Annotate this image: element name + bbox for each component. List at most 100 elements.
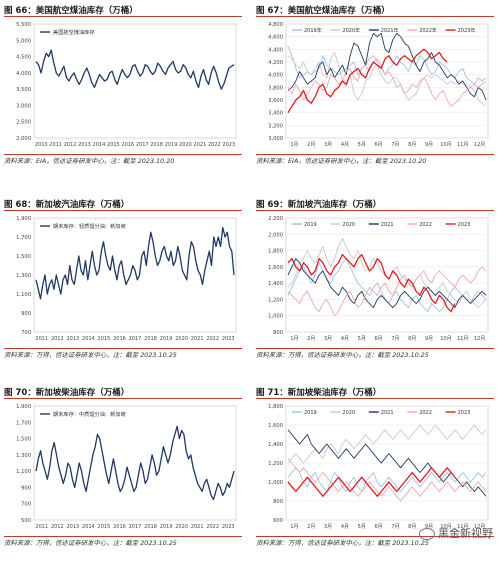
x-tick-label: 2011 [35,524,48,530]
y-tick-label: 4,500 [16,55,31,61]
x-tick-label: 2017 [129,524,142,530]
legend-label: 2022 [419,222,432,228]
chart-source: 资料来源：万得，信达证券研发中心，注：截至 2023.10.25 [256,351,429,359]
y-tick-label: 800 [273,499,283,505]
x-tick-label: 2021 [191,336,204,342]
y-tick-label: 4,600 [268,35,283,41]
legend-label: 2020年 [342,27,360,34]
plot-frame [33,217,237,333]
x-tick-label: 2011 [49,142,62,148]
x-tick-label: 10月 [440,142,451,148]
x-tick-label: 6月 [374,336,382,342]
x-tick-label: 2019 [165,142,178,148]
x-tick-label: 1月 [290,336,298,342]
y-tick-label: 4,000 [268,73,283,79]
chart-title: 图 66：美国航空煤油库存（万桶） [4,6,138,16]
chart-panel: 图 66：美国航空煤油库存（万桶） 2,000 2,500 3,000 3,500 4,… [4,4,242,184]
y-tick-label: 1,300 [16,273,31,279]
legend-label: 2022 [419,410,432,416]
x-tick-label: 6月 [374,142,382,148]
x-tick-label: 2017 [129,336,142,342]
chart-title: 图 70：新加坡柴油库存（万桶） [4,388,130,398]
x-tick-label: 1月 [290,524,298,530]
y-tick-label: 4,800 [268,22,283,28]
y-tick-label: 900 [21,311,31,317]
chart-panel: 图 71：新加坡柴油库存（万桶） 600 800 1,000 1,200 1,400 1,… [256,386,494,566]
y-tick-label: 2,500 [16,120,31,126]
x-tick-label: 7月 [391,142,399,148]
x-tick-label: 2023 [222,524,235,530]
x-tick-label: 2018 [144,524,157,530]
x-tick-label: 2月 [307,142,315,148]
y-tick-label: 1,900 [16,404,31,410]
x-tick-label: 2020 [175,336,188,342]
x-tick-label: 2018 [150,142,163,148]
series-line [35,425,235,501]
legend-label: 2019 [304,222,317,228]
x-tick-label: 2020 [179,142,192,148]
legend-label: 2023年 [458,27,476,34]
y-tick-label: 1,100 [16,292,31,298]
y-tick-label: 1,800 [268,249,283,255]
x-tick-label: 6月 [374,524,382,530]
x-tick-label: 7月 [391,336,399,342]
x-tick-label: 2月 [307,524,315,530]
y-tick-label: 1,500 [16,254,31,260]
y-tick-label: 1,100 [16,469,31,475]
x-tick-label: 2014 [82,524,95,530]
series-line [35,49,235,90]
legend-label: 2019年 [304,27,322,34]
source-divider [4,348,242,349]
legend-label: 美国航空煤油库存 [53,28,95,36]
y-tick-label: 1,600 [268,423,283,429]
x-tick-label: 2016 [113,336,126,342]
y-tick-label: 3,600 [268,98,283,104]
y-tick-label: 2,000 [16,136,31,142]
y-tick-label: 1,300 [16,453,31,459]
x-tick-label: 2022 [206,524,219,530]
series-line [287,33,487,101]
chart-source: 资料来源：EIA，信达证券研发中心，注：截至 2023.10.20 [4,157,175,165]
title-divider [256,398,494,399]
y-tick-label: 1,700 [16,420,31,426]
y-tick-label: 800 [273,330,283,336]
x-tick-label: 9月 [425,142,433,148]
x-tick-label: 2020 [175,524,188,530]
y-tick-label: 1,000 [268,314,283,320]
x-tick-label: 2015 [107,142,120,148]
chart-source: 资料来源：万得，信达证券研发中心，注：截至 2023.10.25 [256,539,429,547]
legend-label: 2020 [342,222,355,228]
watermark-text: 黑金新视野 [438,527,493,540]
x-tick-label: 10月 [440,524,451,530]
x-tick-label: 2014 [82,336,95,342]
source-divider [4,536,242,537]
y-tick-label: 4,200 [268,60,283,66]
title-divider [4,16,242,17]
x-tick-label: 5月 [358,142,366,148]
chart-panel: 图 70：新加坡柴油库存（万桶） 500 700 900 1,100 1,300 1,50… [4,386,242,566]
y-tick-label: 1,600 [268,265,283,271]
x-tick-label: 4月 [341,524,349,530]
y-tick-label: 1,000 [268,480,283,486]
y-tick-label: 600 [273,518,283,524]
title-divider [256,16,494,17]
y-tick-label: 3,500 [16,87,31,93]
x-tick-label: 2011 [35,336,48,342]
legend-label: 期末库存：轻质馏分油：新加坡 [53,222,126,230]
title-divider [4,398,242,399]
chart-panel: 图 68：新加坡汽油库存（万桶） 700 900 1,100 1,300 1,500 1,… [4,198,242,378]
x-tick-label: 2013 [66,336,79,342]
source-divider [256,348,494,349]
title-divider [4,210,242,211]
x-tick-label: 2021 [191,524,204,530]
y-tick-label: 3,800 [268,85,283,91]
x-tick-label: 12月 [474,336,485,342]
chart-title: 图 71：新加坡柴油库存（万桶） [256,388,382,398]
x-tick-label: 2023 [222,336,235,342]
x-tick-label: 2017 [136,142,149,148]
x-tick-label: 2016 [121,142,134,148]
chart-title: 图 67：美国航空煤油库存（万桶） [256,6,390,16]
x-tick-label: 12月 [474,524,485,530]
x-tick-label: 11月 [457,142,468,148]
x-tick-label: 3月 [324,336,332,342]
